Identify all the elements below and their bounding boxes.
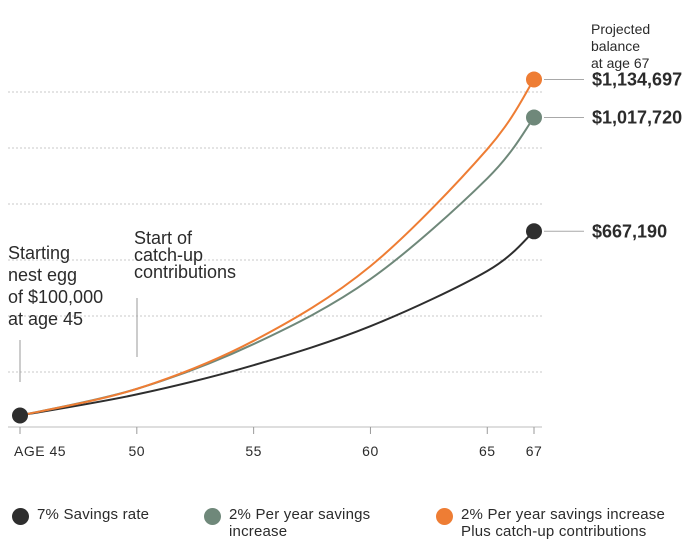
- legend-dot-icon: [12, 508, 29, 525]
- x-tick-label: 67: [526, 443, 543, 459]
- end-value-label: $667,190: [592, 221, 667, 241]
- legend: 7% Savings rate 2% Per year savings incre…: [0, 506, 700, 556]
- start-note-text: at age 45: [8, 309, 83, 329]
- end-value-label: $1,017,720: [592, 107, 682, 127]
- legend-dot-icon: [436, 508, 453, 525]
- end-point: [526, 109, 542, 126]
- projected-note-text: at age 67: [591, 55, 650, 71]
- grid-lines: [8, 91, 542, 373]
- data-points: [12, 71, 584, 424]
- projected-note-text: Projected: [591, 21, 650, 37]
- catchup-note-text: Start of: [134, 228, 193, 248]
- legend-label: 2% Per year savings increase Plus catch-u…: [461, 506, 666, 540]
- series-line-2pct-catchup: [19, 78, 535, 417]
- start-point: [12, 407, 28, 424]
- x-tick-label: 65: [479, 443, 496, 459]
- start-note-text: nest egg: [8, 265, 77, 285]
- legend-item-2pct-catchup: 2% Per year savings increase Plus catch-u…: [436, 506, 665, 540]
- end-value-label: $1,134,697: [592, 69, 682, 89]
- catchup-note-text: catch-up: [134, 245, 203, 265]
- legend-label: 7% Savings rate: [37, 506, 150, 523]
- end-labels: $1,134,697 $1,017,720 $667,190: [592, 69, 682, 241]
- series-line-7pct: [19, 230, 535, 417]
- legend-label: 2% Per year savings increase: [229, 506, 371, 540]
- x-tick-label: AGE 45: [14, 443, 66, 459]
- end-point: [526, 71, 542, 88]
- start-note-text: Starting: [8, 243, 70, 263]
- series-line-2pct: [19, 116, 535, 417]
- x-tick-label: 55: [245, 443, 262, 459]
- catchup-note-text: contributions: [134, 262, 236, 282]
- series-lines: [19, 78, 535, 417]
- legend-dot-icon: [204, 508, 221, 525]
- x-axis: AGE 45 50 55 60 65 67: [8, 426, 543, 459]
- legend-item-2pct: 2% Per year savings increase: [204, 506, 370, 540]
- x-tick-label: 60: [362, 443, 379, 459]
- end-point: [526, 223, 542, 240]
- start-note-text: of $100,000: [8, 287, 103, 307]
- x-tick-label: 50: [129, 443, 146, 459]
- projected-note-text: balance: [591, 38, 640, 54]
- legend-item-7pct: 7% Savings rate: [12, 506, 149, 525]
